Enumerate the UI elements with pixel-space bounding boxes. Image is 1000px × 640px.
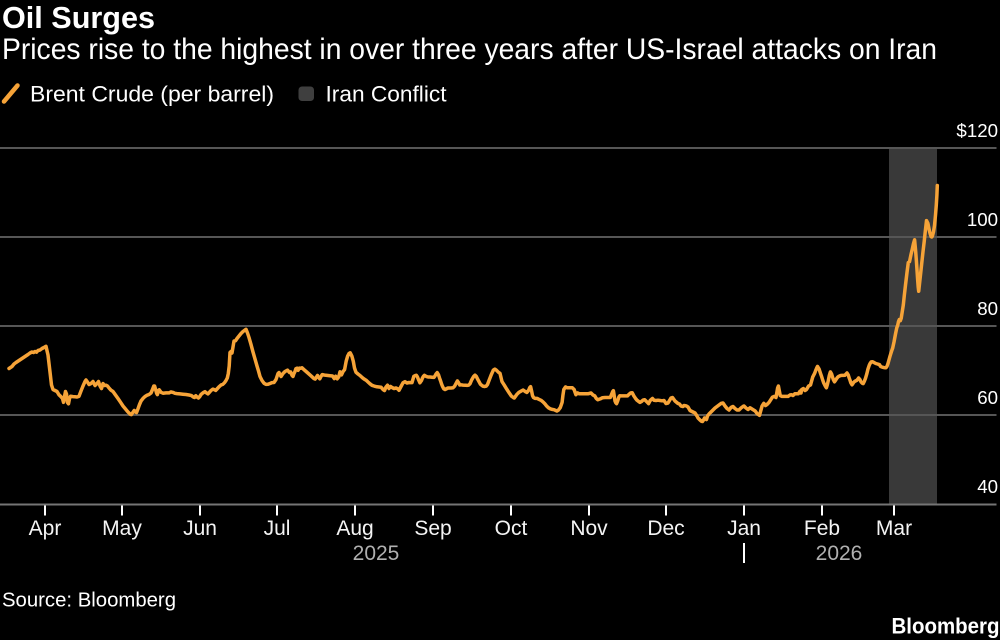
svg-text:Mar: Mar [876, 517, 912, 540]
svg-text:Bloomberg: Bloomberg [892, 614, 1000, 639]
svg-text:Source: Bloomberg: Source: Bloomberg [2, 589, 176, 612]
svg-text:Oct: Oct [495, 517, 528, 540]
svg-text:Jan: Jan [727, 517, 761, 540]
svg-text:Oil Surges: Oil Surges [2, 0, 155, 35]
svg-text:May: May [102, 517, 142, 540]
svg-text:Dec: Dec [647, 517, 684, 540]
svg-text:Iran Conflict: Iran Conflict [326, 81, 447, 106]
svg-text:$120: $120 [956, 120, 998, 141]
svg-text:Feb: Feb [804, 517, 840, 540]
svg-text:Apr: Apr [29, 517, 62, 540]
svg-text:100: 100 [967, 209, 998, 230]
svg-text:Brent Crude (per barrel): Brent Crude (per barrel) [30, 81, 274, 106]
svg-text:Nov: Nov [570, 517, 608, 540]
svg-text:Jun: Jun [183, 517, 217, 540]
svg-text:2026: 2026 [816, 542, 863, 565]
svg-text:Prices rise to the highest in: Prices rise to the highest in over three… [2, 33, 937, 66]
svg-text:Sep: Sep [414, 517, 451, 540]
svg-text:80: 80 [977, 298, 998, 319]
svg-text:Aug: Aug [336, 517, 373, 540]
svg-text:40: 40 [977, 476, 998, 497]
svg-text:2025: 2025 [353, 542, 400, 565]
svg-text:Jul: Jul [264, 517, 291, 540]
svg-text:60: 60 [977, 387, 998, 408]
